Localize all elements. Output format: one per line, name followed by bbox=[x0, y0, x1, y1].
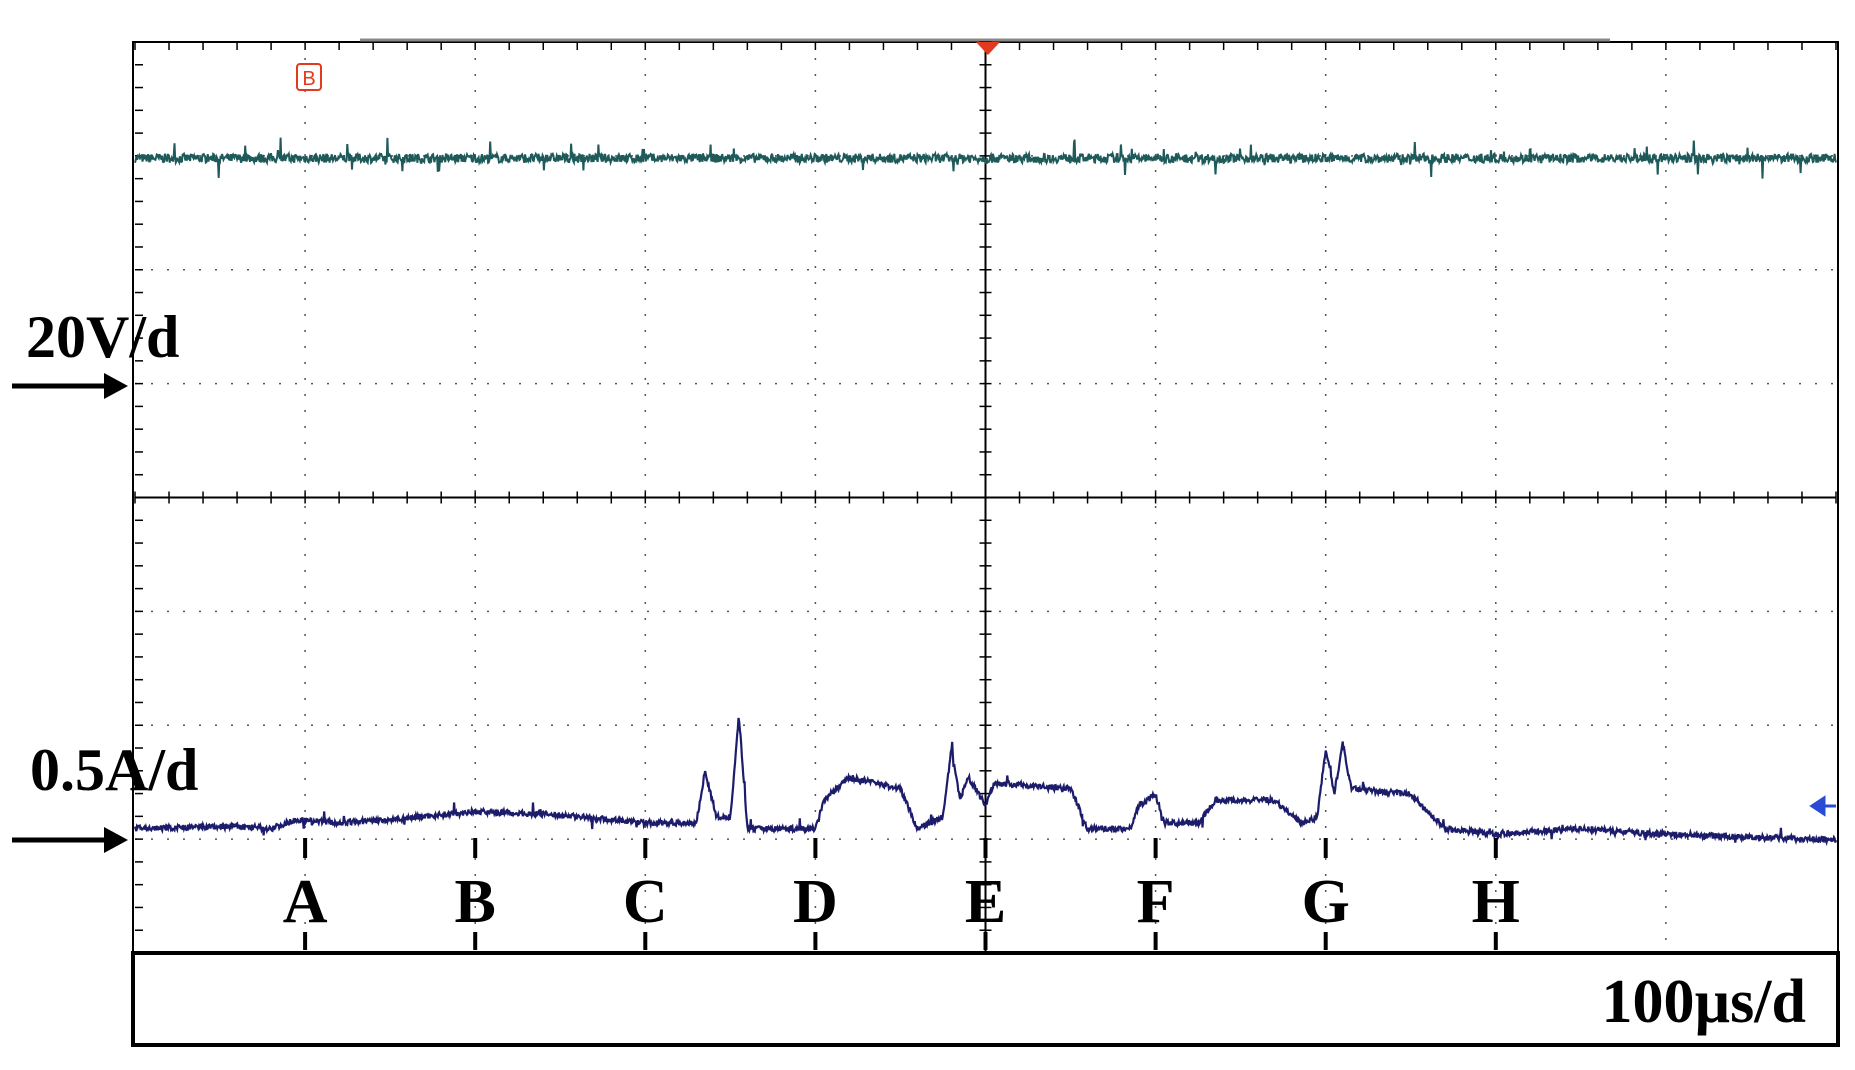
marker-label: E bbox=[965, 868, 1006, 936]
marker-label: A bbox=[283, 868, 328, 936]
traces bbox=[133, 137, 1838, 846]
marker-label: F bbox=[1137, 868, 1175, 936]
channel-1-ground-arrow-icon bbox=[12, 373, 128, 399]
trigger-level-arrow-icon bbox=[1809, 795, 1836, 817]
event-markers: A B C D E F G H bbox=[283, 838, 1520, 950]
timebase-strip bbox=[131, 951, 1840, 1047]
timebase-label: 100µs/d bbox=[1601, 968, 1806, 1036]
marker-label: B bbox=[455, 868, 496, 936]
grid bbox=[134, 41, 1837, 954]
current-trace bbox=[133, 717, 1838, 846]
channel-1-scale-label: 20V/d bbox=[26, 304, 179, 370]
channel-b-badge: B bbox=[296, 63, 322, 91]
svg-text:B: B bbox=[302, 68, 315, 90]
channel-2-ground-arrow-icon bbox=[12, 827, 128, 853]
marker-label: G bbox=[1302, 868, 1350, 936]
trigger-position-marker bbox=[976, 42, 1000, 55]
voltage-trace bbox=[134, 137, 1837, 179]
marker-label: D bbox=[793, 868, 838, 936]
marker-label: C bbox=[623, 868, 668, 936]
marker-label: H bbox=[1472, 868, 1520, 936]
channel-2-scale-label: 0.5A/d bbox=[30, 737, 198, 803]
